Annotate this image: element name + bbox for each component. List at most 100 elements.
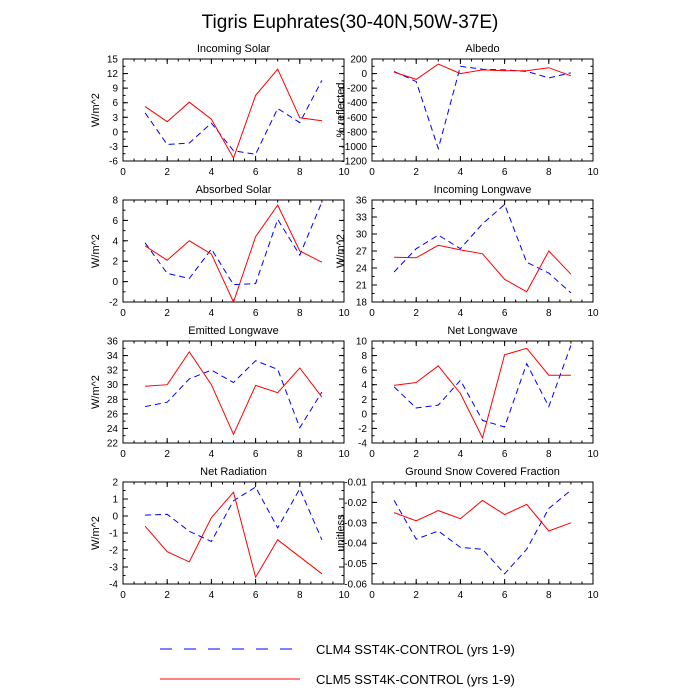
x-tick-label: 8 [546, 590, 552, 601]
panel-title: Incoming Longwave [434, 184, 532, 196]
legend-label-clm4: CLM4 SST4K-CONTROL (yrs 1-9) [316, 642, 515, 657]
y-axis-label: % reflected [335, 82, 347, 137]
y-tick-label: -1 [109, 529, 118, 540]
x-tick-label: 6 [253, 308, 259, 319]
x-tick-label: 8 [297, 590, 303, 601]
y-tick-label: -0.06 [344, 580, 367, 591]
x-tick-label: 10 [587, 590, 599, 601]
y-tick-label: -2 [358, 424, 367, 435]
y-tick-label: -1000 [341, 142, 367, 153]
y-tick-label: 1 [112, 495, 118, 506]
x-tick-label: 10 [338, 590, 350, 601]
series-line-clm5 [144, 204, 323, 304]
y-tick-label: 34 [107, 351, 119, 362]
x-tick-label: 4 [458, 449, 464, 460]
plot-frame [122, 199, 345, 303]
y-tick-label: 6 [361, 366, 367, 377]
figure-title: Tigris Euphrates(30-40N,50W-37E) [202, 12, 499, 33]
y-tick-label: -800 [347, 127, 367, 138]
y-tick-label: 0 [112, 127, 118, 138]
series-line-clm4 [393, 65, 572, 151]
x-tick-label: 4 [458, 308, 464, 319]
x-tick-label: 0 [120, 590, 126, 601]
legend-label-clm5: CLM5 SST4K-CONTROL (yrs 1-9) [316, 672, 515, 687]
y-tick-label: 3 [112, 113, 118, 124]
x-tick-label: 6 [253, 449, 259, 460]
plot-frame [371, 340, 594, 444]
y-tick-label: -400 [347, 98, 367, 109]
y-tick-label: -600 [347, 113, 367, 124]
panel-net-longwave: Net Longwave 0 2 4 6 8 10 -4 -2 0 2 4 6 8 10 [356, 325, 599, 460]
plot-frame [122, 58, 345, 162]
x-tick-label: 0 [369, 449, 375, 460]
y-tick-label: -6 [109, 157, 118, 168]
y-tick-label: 2 [361, 395, 367, 406]
x-tick-label: 2 [164, 449, 170, 460]
y-tick-label: 24 [107, 424, 119, 435]
y-tick-label: -3 [109, 563, 118, 574]
y-tick-label: 33 [356, 213, 368, 224]
y-tick-label: 9 [112, 84, 118, 95]
panel-title: Absorbed Solar [196, 184, 272, 196]
panel-title: Net Radiation [200, 466, 267, 478]
series-line-clm4 [144, 80, 323, 155]
y-tick-label: 12 [107, 69, 119, 80]
y-tick-label: 6 [112, 98, 118, 109]
x-tick-label: 10 [338, 167, 350, 178]
series-line-clm4 [393, 203, 572, 294]
series-line-clm5 [144, 68, 322, 160]
y-tick-label: 24 [356, 264, 368, 275]
x-tick-label: 6 [253, 167, 259, 178]
y-tick-label: 0 [361, 409, 367, 420]
x-tick-label: 0 [369, 167, 375, 178]
plot-frame [122, 340, 345, 444]
x-tick-label: 0 [120, 449, 126, 460]
panel-incoming-solar: Incoming Solar 0 2 4 6 8 10 -6 -3 0 3 6 9 12 15 W/m^2 [90, 43, 350, 178]
x-tick-label: 2 [413, 590, 419, 601]
y-tick-label: 30 [356, 230, 368, 241]
legend: CLM4 SST4K-CONTROL (yrs 1-9) CLM5 SST4K-… [160, 642, 515, 687]
x-tick-label: 8 [546, 308, 552, 319]
x-tick-label: 2 [164, 167, 170, 178]
series-line-clm5 [394, 347, 571, 440]
y-tick-label: 15 [107, 55, 119, 66]
panel-title: Emitted Longwave [188, 325, 279, 337]
y-tick-label: 0 [112, 512, 118, 523]
y-tick-label: 21 [356, 281, 368, 292]
series-line-clm4 [145, 486, 323, 543]
y-tick-label: 4 [112, 236, 118, 247]
x-tick-label: 4 [209, 167, 215, 178]
y-tick-label: -3 [109, 142, 118, 153]
y-axis-label: W/m^2 [335, 234, 347, 268]
plot-frame [371, 199, 594, 303]
y-tick-label: 8 [361, 351, 367, 362]
plot-frame [371, 58, 594, 162]
y-tick-label: -0.03 [344, 518, 367, 529]
y-tick-label: 0 [361, 69, 367, 80]
y-tick-label: -0.01 [344, 478, 367, 489]
y-tick-label: 36 [356, 196, 368, 207]
x-tick-label: 10 [587, 449, 599, 460]
y-axis-label: unitless [335, 514, 347, 552]
x-tick-label: 0 [369, 590, 375, 601]
y-tick-label: -2 [109, 546, 118, 557]
y-tick-label: 10 [356, 337, 368, 348]
x-tick-label: 6 [502, 167, 508, 178]
y-tick-label: 18 [356, 298, 368, 309]
y-tick-label: -0.02 [344, 498, 367, 509]
y-tick-label: -0.04 [344, 539, 367, 550]
y-tick-label: 0 [112, 277, 118, 288]
x-tick-label: 6 [502, 449, 508, 460]
series-line-clm5 [393, 499, 572, 532]
y-tick-label: 8 [112, 196, 118, 207]
y-tick-label: 28 [107, 395, 119, 406]
y-axis-label: W/m^2 [90, 516, 102, 550]
series-line-clm5 [394, 244, 572, 293]
y-tick-label: -4 [109, 580, 118, 591]
y-tick-label: -200 [347, 84, 367, 95]
